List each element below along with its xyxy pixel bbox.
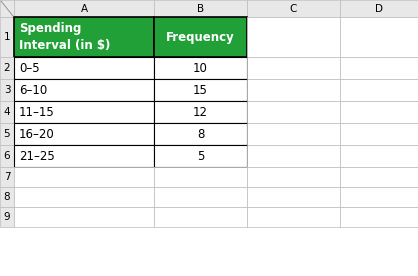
Text: 5: 5 xyxy=(197,150,204,163)
Bar xyxy=(14,79,154,101)
Bar xyxy=(154,0,247,17)
Bar xyxy=(247,57,340,79)
Bar xyxy=(0,57,14,79)
Text: 6–10: 6–10 xyxy=(19,84,47,97)
Text: 7: 7 xyxy=(4,172,10,182)
Bar xyxy=(340,187,418,207)
Bar xyxy=(247,17,340,57)
Text: A: A xyxy=(80,4,87,14)
Bar xyxy=(247,123,340,145)
Bar xyxy=(154,79,247,101)
Bar xyxy=(0,187,14,207)
Bar xyxy=(340,79,418,101)
Bar xyxy=(154,123,247,145)
Text: 11–15: 11–15 xyxy=(19,105,55,118)
Bar xyxy=(247,207,340,227)
Text: 6: 6 xyxy=(4,151,10,161)
Bar xyxy=(340,0,418,17)
Text: 9: 9 xyxy=(4,212,10,222)
Text: 2: 2 xyxy=(4,63,10,73)
Bar xyxy=(154,145,247,167)
Text: 5: 5 xyxy=(4,129,10,139)
Bar xyxy=(340,207,418,227)
Text: 4: 4 xyxy=(4,107,10,117)
Text: B: B xyxy=(197,4,204,14)
Bar xyxy=(340,123,418,145)
Text: 15: 15 xyxy=(193,84,208,97)
Text: D: D xyxy=(375,4,383,14)
Text: C: C xyxy=(290,4,297,14)
Text: 10: 10 xyxy=(193,62,208,75)
Bar xyxy=(154,17,247,57)
Bar xyxy=(14,17,154,57)
Text: 16–20: 16–20 xyxy=(19,128,55,140)
Bar xyxy=(14,0,154,17)
Bar xyxy=(154,207,247,227)
Bar xyxy=(14,57,154,79)
Text: 12: 12 xyxy=(193,105,208,118)
Bar xyxy=(247,101,340,123)
Bar xyxy=(14,123,154,145)
Bar xyxy=(0,0,14,17)
Bar xyxy=(247,0,340,17)
Bar xyxy=(154,57,247,79)
Bar xyxy=(340,101,418,123)
Text: Frequency: Frequency xyxy=(166,31,235,44)
Bar xyxy=(247,187,340,207)
Bar xyxy=(14,145,154,167)
Bar xyxy=(0,17,14,57)
Bar xyxy=(340,167,418,187)
Bar xyxy=(0,207,14,227)
Bar xyxy=(340,17,418,57)
Text: 0–5: 0–5 xyxy=(19,62,40,75)
Text: 21–25: 21–25 xyxy=(19,150,55,163)
Bar xyxy=(247,79,340,101)
Text: 8: 8 xyxy=(4,192,10,202)
Bar xyxy=(154,167,247,187)
Bar xyxy=(14,101,154,123)
Bar xyxy=(0,101,14,123)
Bar xyxy=(247,167,340,187)
Bar xyxy=(340,145,418,167)
Bar xyxy=(14,167,154,187)
Bar xyxy=(154,187,247,207)
Bar xyxy=(154,101,247,123)
Text: 8: 8 xyxy=(197,128,204,140)
Bar xyxy=(0,145,14,167)
Text: 1: 1 xyxy=(4,32,10,42)
Text: Spending
Interval (in $): Spending Interval (in $) xyxy=(19,22,110,52)
Bar xyxy=(247,145,340,167)
Bar xyxy=(0,123,14,145)
Text: 3: 3 xyxy=(4,85,10,95)
Bar xyxy=(340,57,418,79)
Bar xyxy=(0,167,14,187)
Bar xyxy=(14,187,154,207)
Bar xyxy=(0,79,14,101)
Bar xyxy=(14,207,154,227)
